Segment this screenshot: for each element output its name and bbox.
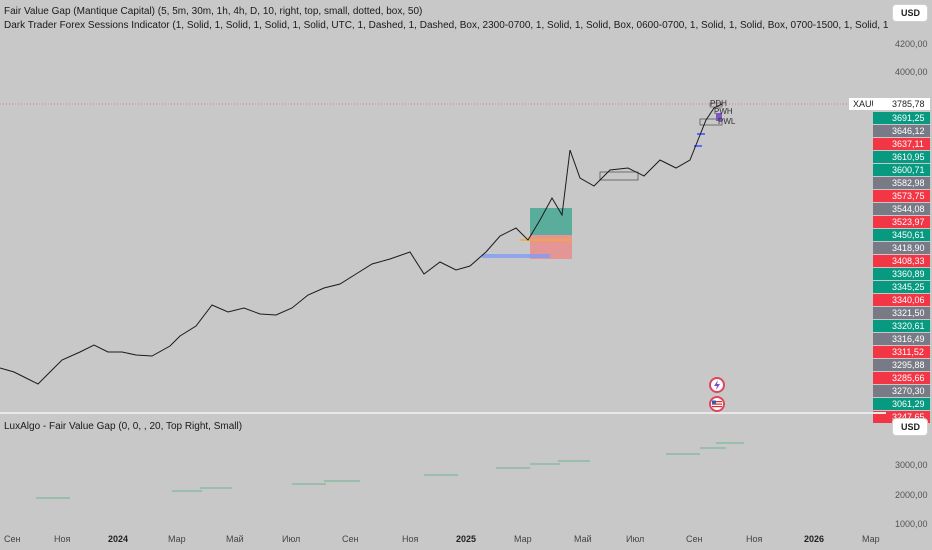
- price-tag: 3270,30: [873, 385, 930, 397]
- lower-axis-label: 3000,00: [895, 460, 928, 470]
- currency-button-lower[interactable]: USD: [892, 418, 928, 436]
- time-axis-label: 2024: [108, 534, 129, 544]
- price-series: [0, 103, 723, 385]
- pane-divider[interactable]: [0, 412, 886, 414]
- time-axis-label: Ноя: [402, 534, 419, 544]
- currency-button[interactable]: USD: [892, 4, 928, 22]
- time-axis-label: Ноя: [54, 534, 71, 544]
- price-tag: 3418,90: [873, 242, 930, 254]
- time-axis-label: Сен: [4, 534, 21, 544]
- fvg-indicator-chart: [36, 442, 744, 499]
- time-axis-label: Мар: [514, 534, 532, 544]
- price-tag: 3321,50: [873, 307, 930, 319]
- time-axis-label: Сен: [342, 534, 359, 544]
- fvg-marker: [716, 113, 722, 121]
- price-tag: 3345,25: [873, 281, 930, 293]
- us-flag-event-icon[interactable]: [709, 396, 725, 412]
- time-axis-label: Май: [226, 534, 244, 544]
- price-tag: 3408,33: [873, 255, 930, 267]
- price-tag: 3311,52: [873, 346, 930, 358]
- price-chart[interactable]: PDH PWH PWL: [0, 0, 886, 412]
- price-tag: 3360,89: [873, 268, 930, 280]
- price-tag: 3582,98: [873, 177, 930, 189]
- price-tag: 3523,97: [873, 216, 930, 228]
- indicator-legend-luxalgo[interactable]: LuxAlgo - Fair Value Gap (0, 0, , 20, To…: [4, 421, 243, 432]
- time-axis-label: 2025: [456, 534, 477, 544]
- main-chart-pane[interactable]: Fair Value Gap (Mantique Capital) (5, 5m…: [0, 0, 932, 423]
- time-axis-label: Июл: [282, 534, 301, 544]
- pdh-label: PDH: [710, 99, 727, 108]
- price-tag: 3646,12: [873, 125, 930, 137]
- fvg-marker: [694, 145, 702, 147]
- price-tag: 3295,88: [873, 359, 930, 371]
- lower-axis-label: 1000,00: [895, 519, 928, 529]
- time-axis-label: Мар: [168, 534, 186, 544]
- price-tag: 3285,66: [873, 372, 930, 384]
- price-axis-label: 4200,00: [895, 39, 928, 49]
- indicator-legend-sessions[interactable]: Dark Trader Forex Sessions Indicator (1,…: [4, 20, 888, 31]
- price-tag: 3637,11: [873, 138, 930, 150]
- price-tag: 3600,71: [873, 164, 930, 176]
- fvg-zone-blue: [482, 254, 550, 258]
- fvg-marker: [697, 133, 705, 135]
- pwh-label: PWH: [714, 107, 733, 116]
- lightning-event-icon[interactable]: [709, 377, 725, 393]
- time-axis[interactable]: Сен Ноя 2024 Мар Май Июл Сен Ноя 2025 Мар Май Июл Се…: [0, 530, 932, 550]
- time-axis-label: 2026: [804, 534, 825, 544]
- price-tag: 3573,75: [873, 190, 930, 202]
- time-axis-label: Мар: [862, 534, 880, 544]
- time-axis-label: Сен: [686, 534, 703, 544]
- time-axis-label: Июл: [626, 534, 645, 544]
- price-tag: 3610,95: [873, 151, 930, 163]
- lower-axis-label: 2000,00: [895, 490, 928, 500]
- price-tag: 3450,61: [873, 229, 930, 241]
- time-axis-label: Ноя: [746, 534, 763, 544]
- pwl-label: PWL: [718, 117, 736, 126]
- time-axis-label: Май: [574, 534, 592, 544]
- indicator-legend-fvg[interactable]: Fair Value Gap (Mantique Capital) (5, 5m…: [4, 6, 423, 17]
- lower-indicator-pane[interactable]: LuxAlgo - Fair Value Gap (0, 0, , 20, To…: [0, 414, 932, 530]
- last-price-tag: 3785,78: [873, 98, 930, 110]
- price-tag: 3316,49: [873, 333, 930, 345]
- price-tag: 3061,29: [873, 398, 930, 410]
- price-tag: 3544,08: [873, 203, 930, 215]
- price-tag: 3691,25: [873, 112, 930, 124]
- fvg-lines: [36, 442, 744, 499]
- price-tag: 3340,06: [873, 294, 930, 306]
- fvg-box-bull: [530, 208, 572, 235]
- price-axis-label: 4000,00: [895, 67, 928, 77]
- price-tag: 3320,61: [873, 320, 930, 332]
- session-box: [599, 171, 639, 181]
- session-box: [699, 118, 723, 126]
